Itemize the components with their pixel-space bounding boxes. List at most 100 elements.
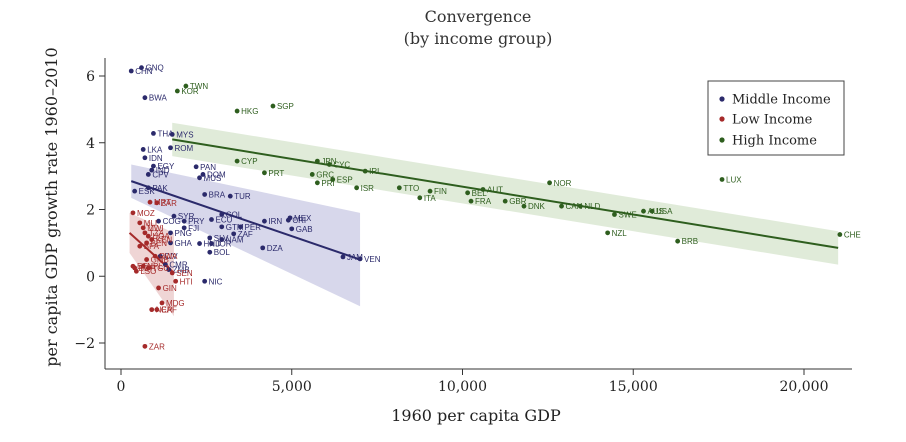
point-label-esk: ESK xyxy=(139,187,156,196)
legend-marker-low-income xyxy=(719,116,725,122)
point-middle-income-irn xyxy=(262,218,267,224)
point-low-income-uga xyxy=(145,233,151,239)
axes xyxy=(104,58,852,370)
point-middle-income-pan xyxy=(193,164,199,170)
point-label-civ: CIV xyxy=(164,252,178,261)
point-low-income-zar xyxy=(142,343,148,349)
chart-title: Convergence xyxy=(425,7,532,26)
point-label-gin: GIN xyxy=(163,284,177,293)
point-label-brb: BRB xyxy=(682,237,698,246)
point-label-cyp: CYP xyxy=(241,157,257,166)
point-low-income-tgo xyxy=(145,265,151,271)
point-low-income-caf xyxy=(154,307,160,313)
point-label-fra: FRA xyxy=(475,197,492,206)
point-label-nic: NIC xyxy=(209,277,223,286)
point-label-tgo: TGO xyxy=(152,264,169,273)
point-label-aus: AUS xyxy=(647,207,663,216)
point-label-cri: CRI xyxy=(292,216,306,225)
x-tick-label: 5,000 xyxy=(272,379,312,395)
point-high-income-nor xyxy=(547,180,552,186)
point-label-chn: CHN xyxy=(135,67,153,76)
point-high-income-usa xyxy=(649,208,655,214)
point-low-income-eth xyxy=(130,263,136,269)
point-label-pry: PRY xyxy=(188,217,205,226)
ci-band-low-income xyxy=(129,212,174,317)
point-label-isr: ISR xyxy=(361,184,375,193)
legend-marker-middle-income xyxy=(719,96,725,102)
point-low-income-mwi xyxy=(140,225,146,231)
point-label-tha: THA xyxy=(157,129,174,138)
point-middle-income-slv xyxy=(207,235,213,241)
point-high-income-hkg xyxy=(234,108,240,114)
point-label-ben: BEN xyxy=(151,239,168,248)
point-label-zmb: ZMB xyxy=(173,266,190,275)
point-label-usa: USA xyxy=(656,207,673,216)
y-tick-label: 0 xyxy=(86,269,95,285)
point-label-fji: FJI xyxy=(188,224,199,233)
point-low-income-rwa xyxy=(152,253,158,259)
point-high-income-can xyxy=(559,203,564,209)
point-high-income-twn xyxy=(183,83,189,89)
point-label-ner: NER xyxy=(156,306,173,315)
point-middle-income-cmr xyxy=(162,262,168,267)
x-tick-label: 0 xyxy=(117,379,126,395)
point-high-income-fra xyxy=(468,198,474,204)
point-low-income-gin xyxy=(156,285,161,291)
point-label-bol: BOL xyxy=(214,248,231,257)
point-low-income-npl xyxy=(140,263,146,269)
point-middle-income-lka xyxy=(140,147,146,152)
point-middle-income-nam xyxy=(219,237,225,242)
point-label-gbr: GBR xyxy=(509,197,527,206)
point-middle-income-dza xyxy=(260,245,266,251)
point-high-income-jpn xyxy=(314,158,320,164)
point-label-dnk: DNK xyxy=(528,202,546,211)
point-label-jam: JAM xyxy=(347,253,363,262)
point-label-twn: TWN xyxy=(190,82,208,91)
point-label-irn: IRN xyxy=(268,217,282,226)
point-middle-income-pak xyxy=(145,185,151,191)
point-label-jor: JOR xyxy=(215,240,231,249)
point-high-income-aus xyxy=(641,208,646,214)
point-high-income-swe xyxy=(612,212,617,217)
point-middle-income-bwa xyxy=(142,95,148,101)
point-middle-income-idn xyxy=(142,155,148,161)
point-label-hti: HTI xyxy=(180,277,193,286)
point-label-sgp: SGP xyxy=(277,102,294,111)
y-ticks: −2 0 2 4 6 xyxy=(74,69,105,352)
point-label-pan: PAN xyxy=(200,163,216,172)
point-label-esp: ESP xyxy=(337,175,353,184)
point-high-income-cyp xyxy=(234,158,240,164)
point-label-rwa: RWA xyxy=(159,252,178,261)
point-label-ken: KEN xyxy=(156,236,173,245)
point-middle-income-tur xyxy=(227,193,233,199)
point-high-income-pri xyxy=(314,180,320,186)
point-high-income-dnk xyxy=(521,203,527,209)
point-label-cmr: CMR xyxy=(169,261,187,270)
point-low-income-mdg xyxy=(159,300,165,306)
point-high-income-grc xyxy=(309,172,315,177)
point-label-irl: IRL xyxy=(369,167,382,176)
legend-label-middle-income: Middle Income xyxy=(732,93,831,108)
point-label-pri: PRI xyxy=(321,179,334,188)
point-middle-income-gnq xyxy=(139,65,144,71)
point-middle-income-chn xyxy=(128,68,134,74)
point-label-nzl: NZL xyxy=(612,229,628,238)
point-low-income-mrt xyxy=(147,199,153,205)
point-label-bra: BRA xyxy=(209,190,226,199)
point-low-income-ken xyxy=(149,237,155,242)
point-low-income-mli xyxy=(137,220,143,226)
point-label-rom: ROM xyxy=(175,144,194,153)
x-ticks: 0 5,000 10,000 15,000 20,000 xyxy=(117,369,829,395)
point-high-income-che xyxy=(837,232,843,237)
point-label-mdg: MDG xyxy=(166,299,185,308)
point-label-per: PER xyxy=(245,223,262,232)
point-middle-income-dom xyxy=(200,172,206,177)
point-high-income-brb xyxy=(675,238,681,244)
point-middle-income-rom xyxy=(168,145,173,151)
point-label-nld: NLD xyxy=(584,202,600,211)
x-tick-label: 20,000 xyxy=(780,379,829,395)
point-label-grc: GRC xyxy=(316,170,334,179)
y-tick-label: −2 xyxy=(74,336,95,352)
point-middle-income-pry xyxy=(181,218,187,224)
